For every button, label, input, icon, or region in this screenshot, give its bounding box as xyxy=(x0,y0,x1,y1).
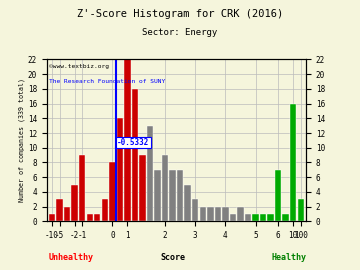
Text: Z'-Score Histogram for CRK (2016): Z'-Score Histogram for CRK (2016) xyxy=(77,9,283,19)
Bar xyxy=(170,170,176,221)
Bar xyxy=(222,207,229,221)
Text: Healthy: Healthy xyxy=(272,253,307,262)
Bar xyxy=(124,59,131,221)
Bar xyxy=(72,185,78,221)
Bar xyxy=(147,126,153,221)
Bar xyxy=(139,155,146,221)
Bar xyxy=(117,118,123,221)
Bar xyxy=(260,214,266,221)
Text: Unhealthy: Unhealthy xyxy=(48,253,93,262)
Bar xyxy=(245,214,251,221)
Bar xyxy=(199,207,206,221)
Bar xyxy=(49,214,55,221)
Bar xyxy=(64,207,70,221)
Bar xyxy=(184,185,191,221)
Bar xyxy=(215,207,221,221)
Bar xyxy=(207,207,213,221)
Text: Sector: Energy: Sector: Energy xyxy=(142,28,218,37)
Bar xyxy=(267,214,274,221)
Bar xyxy=(57,199,63,221)
Bar xyxy=(102,199,108,221)
Bar xyxy=(86,214,93,221)
Bar xyxy=(162,155,168,221)
Text: Score: Score xyxy=(160,253,185,262)
Text: ©www.textbiz.org: ©www.textbiz.org xyxy=(49,64,109,69)
Bar xyxy=(79,155,85,221)
Text: -0.5332: -0.5332 xyxy=(117,138,150,147)
Text: The Research Foundation of SUNY: The Research Foundation of SUNY xyxy=(49,79,166,84)
Bar xyxy=(252,214,259,221)
Bar xyxy=(290,104,296,221)
Bar xyxy=(109,163,116,221)
Bar xyxy=(230,214,236,221)
Bar xyxy=(94,214,100,221)
Bar xyxy=(177,170,183,221)
Bar xyxy=(237,207,244,221)
Bar xyxy=(283,214,289,221)
Bar xyxy=(275,170,281,221)
Y-axis label: Number of companies (339 total): Number of companies (339 total) xyxy=(19,78,25,202)
Bar xyxy=(192,199,198,221)
Bar xyxy=(132,89,138,221)
Bar xyxy=(297,199,304,221)
Bar xyxy=(154,170,161,221)
